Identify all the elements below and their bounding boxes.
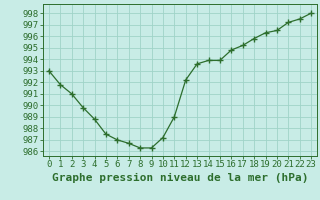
X-axis label: Graphe pression niveau de la mer (hPa): Graphe pression niveau de la mer (hPa) xyxy=(52,173,308,183)
